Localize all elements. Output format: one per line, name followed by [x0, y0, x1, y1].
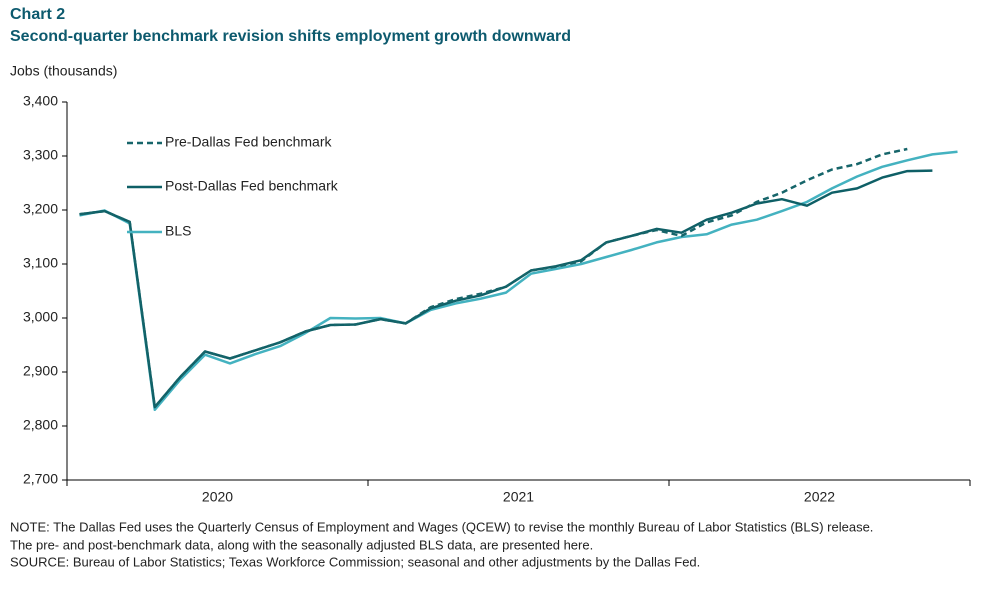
x-group-label: 2022: [804, 489, 835, 505]
y-tick-label: 3,400: [23, 93, 58, 109]
y-tick-label: 2,900: [23, 363, 58, 379]
note: SOURCE: Bureau of Labor Statistics; Texa…: [10, 554, 700, 569]
y-tick-label: 2,700: [23, 471, 58, 487]
legend-label: Post-Dallas Fed benchmark: [165, 178, 339, 194]
y-tick-label: 3,200: [23, 201, 58, 217]
series-line: [79, 150, 958, 412]
x-group-label: 2020: [202, 489, 233, 505]
note: The pre- and post-benchmark data, along …: [10, 537, 593, 552]
y-tick-label: 3,100: [23, 255, 58, 271]
legend-label: Pre-Dallas Fed benchmark: [165, 134, 333, 150]
note: NOTE: The Dallas Fed uses the Quarterly …: [10, 519, 873, 534]
y-tick-label: 3,000: [23, 309, 58, 325]
x-group-label: 2021: [503, 489, 534, 505]
y-tick-label: 3,300: [23, 147, 58, 163]
chart-subtitle: Second-quarter benchmark revision shifts…: [10, 28, 571, 45]
y-axis-label: Jobs (thousands): [10, 63, 117, 79]
legend-label: BLS: [165, 223, 191, 239]
chart-title: Chart 2: [10, 6, 65, 23]
y-tick-label: 2,800: [23, 417, 58, 433]
series-line: [79, 169, 933, 409]
